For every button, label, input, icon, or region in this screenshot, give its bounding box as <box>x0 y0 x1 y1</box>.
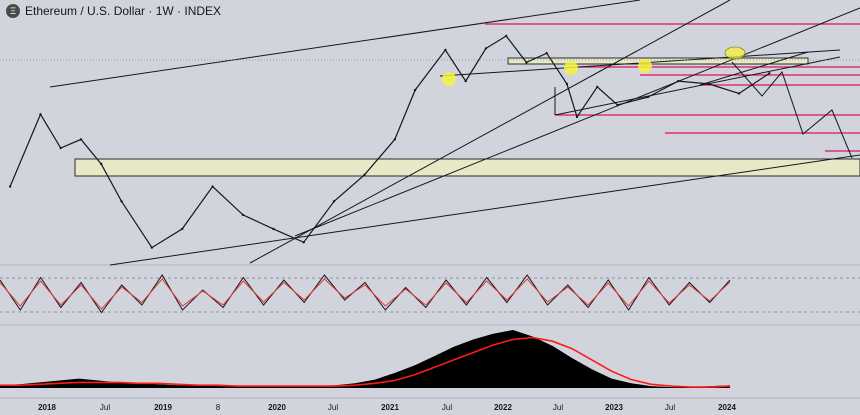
x-axis-tick-label: 2018 <box>38 403 56 412</box>
price-point <box>8 185 12 188</box>
support-zone <box>74 158 860 177</box>
price-point <box>150 246 154 249</box>
trendline <box>699 51 809 86</box>
resistance-zone <box>507 57 809 65</box>
price-point <box>464 79 467 83</box>
highlight-marker <box>724 46 746 60</box>
price-point <box>39 113 42 116</box>
price-point <box>484 47 488 50</box>
x-axis-tick-label: Jul <box>100 403 110 412</box>
histogram-average-line <box>0 336 731 388</box>
price-point <box>596 85 599 89</box>
price-point <box>393 138 397 141</box>
x-axis-tick-label: 2019 <box>154 403 172 412</box>
symbol-title[interactable]: Ethereum / U.S. Dollar · 1W · INDEX <box>25 4 222 18</box>
trendline <box>249 0 731 264</box>
histogram-area <box>0 330 730 388</box>
price-point <box>302 241 305 244</box>
price-point <box>59 146 62 150</box>
trendline <box>109 154 860 266</box>
price-point <box>332 200 336 203</box>
price-point <box>272 227 275 231</box>
price-point <box>616 103 619 107</box>
price-point <box>181 227 184 231</box>
price-point <box>211 185 214 188</box>
x-axis-tick-label: Jul <box>328 403 338 412</box>
price-point <box>413 88 417 92</box>
price-point <box>241 213 245 217</box>
oscillator-k-line <box>0 274 731 314</box>
price-line-series <box>9 35 770 249</box>
price-point <box>363 173 366 177</box>
price-point <box>79 138 83 141</box>
price-point <box>575 115 579 119</box>
price-point <box>100 162 103 166</box>
trendline <box>554 56 841 116</box>
x-axis-tick-label: Jul <box>442 403 452 412</box>
x-axis-tick-label: Jul <box>553 403 563 412</box>
price-point <box>545 52 548 55</box>
highlight-marker <box>564 61 578 75</box>
trendline <box>49 0 641 88</box>
x-axis-tick-label: Jul <box>665 403 675 412</box>
price-point <box>504 34 508 38</box>
highlight-marker <box>442 72 456 86</box>
projection-path <box>731 61 853 159</box>
price-point <box>707 82 710 86</box>
price-point <box>444 48 447 52</box>
trendline <box>294 7 860 237</box>
x-axis-tick-label: 2020 <box>268 403 286 412</box>
x-axis-tick-label: 2021 <box>381 403 399 412</box>
price-point <box>737 92 741 95</box>
price-point <box>525 61 528 64</box>
price-point <box>646 95 650 99</box>
x-axis-tick-label: 2023 <box>605 403 623 412</box>
oscillator-d-line <box>0 278 731 310</box>
price-point <box>120 200 123 203</box>
price-point <box>677 79 680 83</box>
chart-header: Ξ Ethereum / U.S. Dollar · 1W · INDEX <box>6 4 221 18</box>
highlight-marker <box>638 59 652 73</box>
x-axis-tick-label: 8 <box>216 403 221 412</box>
price-point <box>768 72 771 75</box>
price-point <box>565 82 569 86</box>
ethereum-logo-icon: Ξ <box>6 4 20 18</box>
x-axis-tick-label: 2024 <box>718 403 736 412</box>
x-axis-tick-label: 2022 <box>494 403 512 412</box>
